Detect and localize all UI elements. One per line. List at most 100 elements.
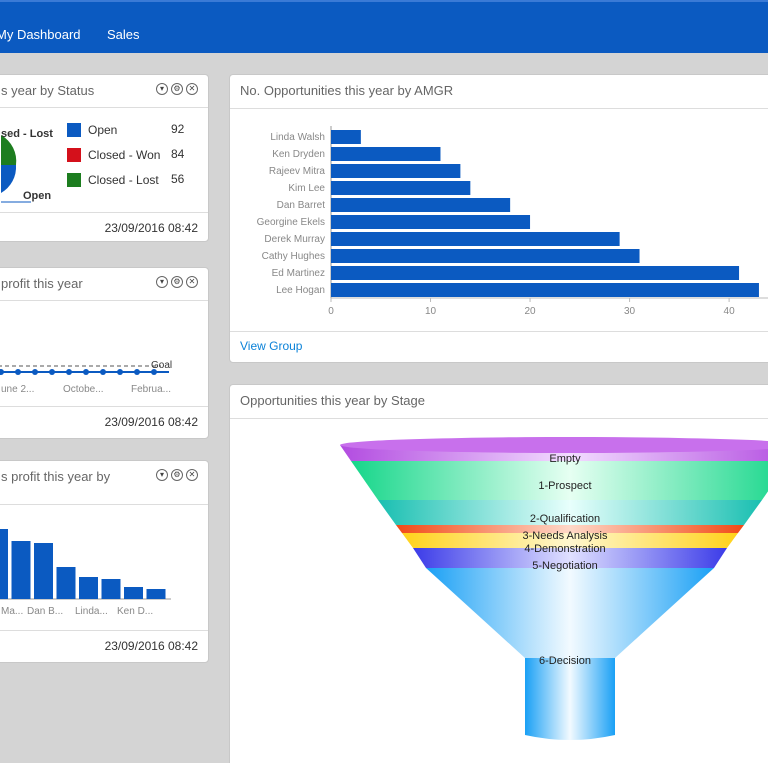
amgr-bar (331, 164, 461, 178)
funnel-stage-label: 4-Demonstration (524, 543, 605, 555)
legend-value-lost: 56 (171, 172, 185, 186)
gear-icon[interactable]: ⚙ (171, 469, 183, 481)
funnel-stage-3 (378, 500, 762, 525)
pie-label-lost: sed - Lost (1, 128, 53, 140)
legend-value-open: 92 (171, 122, 185, 136)
funnel-stage-7 (426, 568, 714, 658)
pie-slice-open (1, 165, 17, 193)
amgr-tick-label: 10 (425, 306, 437, 317)
profit-by-bar (101, 579, 121, 599)
profit-by-x-label: Ma... (1, 606, 24, 617)
legend-swatch-open (67, 123, 81, 137)
stage-funnel-chart: Empty 1-Prospect 2-Qualification 3-Needs An… (340, 437, 768, 740)
amgr-category-label: Ed Martinez (272, 268, 325, 279)
profit-by-bar (0, 529, 8, 599)
amgr-category-label: Cathy Hughes (262, 251, 325, 262)
profit-by-x-label: Linda... (75, 606, 108, 617)
legend-swatch-won (67, 148, 81, 162)
view-group-link[interactable]: View Group (240, 339, 303, 353)
goal-label: Goal (151, 360, 173, 371)
profit-by-bar (146, 589, 166, 599)
funnel-stage-label: 5-Negotiation (532, 560, 597, 572)
profit-timestamp: 23/09/2016 08:42 (104, 415, 198, 429)
profit-point (100, 369, 106, 375)
stage-panel: Opportunities this year by Stage Empty 1-… (229, 384, 768, 763)
status-panel-title: s year by Status (1, 83, 95, 98)
amgr-category-label: Dan Barret (277, 200, 326, 211)
funnel-rim (340, 437, 768, 453)
amgr-bar-chart: Linda Walsh Ken Dryden Rajeev Mitra Kim Lee… (257, 126, 768, 317)
amgr-category-label: Georgine Ekels (257, 217, 325, 228)
profit-point (49, 369, 55, 375)
amgr-bar (331, 266, 740, 280)
gear-icon[interactable]: ⚙ (171, 83, 183, 95)
funnel-stage-2 (351, 461, 768, 500)
amgr-category-label: Derek Murray (264, 234, 325, 245)
close-icon[interactable]: ✕ (186, 276, 198, 288)
amgr-bar (331, 232, 620, 246)
amgr-tick-label: 20 (524, 306, 536, 317)
funnel-stage-6 (413, 548, 727, 568)
profit-by-bar (56, 567, 76, 599)
funnel-stage-label: Empty (549, 453, 581, 465)
legend-label-open: Open (88, 123, 118, 137)
funnel-stage-label: 3-Needs Analysis (523, 530, 608, 542)
amgr-panel: No. Opportunities this year by AMGR Lind… (229, 74, 768, 363)
funnel-stage-4 (396, 525, 744, 533)
funnel-stage-label: 6-Decision (539, 655, 591, 667)
profit-by-bar (34, 543, 53, 599)
legend-swatch-lost (67, 173, 81, 187)
profit-by-bar (79, 577, 98, 599)
profit-point (15, 369, 21, 375)
amgr-category-label: Ken Dryden (272, 149, 325, 160)
profit-point (151, 369, 157, 375)
top-nav-bar: My Dashboard Sales (0, 0, 768, 53)
amgr-tick-label: 30 (624, 306, 636, 317)
profit-by-panel-title: s profit this year by (1, 469, 111, 484)
nav-sales[interactable]: Sales (107, 27, 140, 42)
chevron-down-icon[interactable]: ▾ (156, 276, 168, 288)
amgr-bar (331, 147, 441, 161)
profit-point (66, 369, 72, 375)
profit-point (117, 369, 123, 375)
profit-by-timestamp: 23/09/2016 08:42 (104, 639, 198, 653)
profit-by-bar (11, 541, 31, 599)
funnel-stage-label: 2-Qualification (530, 513, 600, 525)
legend-value-won: 84 (171, 147, 185, 161)
amgr-bar (331, 249, 640, 263)
profit-by-panel: s profit this year by ▾ ⚙ ✕ Ma... Dan B.… (0, 460, 209, 663)
legend-won: Closed - Won (67, 148, 160, 162)
amgr-bar (331, 283, 759, 297)
amgr-tick-label: 0 (328, 306, 334, 317)
amgr-category-label: Linda Walsh (270, 132, 325, 143)
amgr-tick-label: 40 (724, 306, 736, 317)
amgr-category-label: Rajeev Mitra (269, 166, 326, 177)
legend-label-won: Closed - Won (88, 148, 161, 162)
amgr-bar (331, 215, 531, 229)
status-panel: s year by Status ▾ ⚙ ✕ sed - Lost Open O… (0, 74, 209, 242)
profit-point (83, 369, 89, 375)
amgr-bar (331, 198, 511, 212)
amgr-panel-title: No. Opportunities this year by AMGR (240, 83, 454, 98)
profit-line-chart (0, 365, 169, 375)
profit-by-bar-chart (0, 529, 171, 600)
status-pie-chart (1, 135, 31, 203)
funnel-stage-5 (402, 533, 738, 548)
gear-icon[interactable]: ⚙ (171, 276, 183, 288)
funnel-stage-label: 1-Prospect (538, 480, 591, 492)
close-icon[interactable]: ✕ (186, 469, 198, 481)
close-icon[interactable]: ✕ (186, 83, 198, 95)
profit-point (32, 369, 38, 375)
nav-my-dashboard[interactable]: My Dashboard (0, 27, 81, 42)
profit-by-x-label: Dan B... (27, 606, 64, 617)
profit-point (134, 369, 140, 375)
profit-x-label: Octobe... (63, 384, 104, 395)
amgr-bar (331, 130, 361, 144)
chevron-down-icon[interactable]: ▾ (156, 83, 168, 95)
stage-panel-title: Opportunities this year by Stage (240, 393, 425, 408)
chevron-down-icon[interactable]: ▾ (156, 469, 168, 481)
profit-point (0, 369, 4, 375)
profit-panel-title: profit this year (1, 276, 83, 291)
amgr-bar (331, 181, 471, 195)
profit-x-label: une 2... (1, 384, 35, 395)
